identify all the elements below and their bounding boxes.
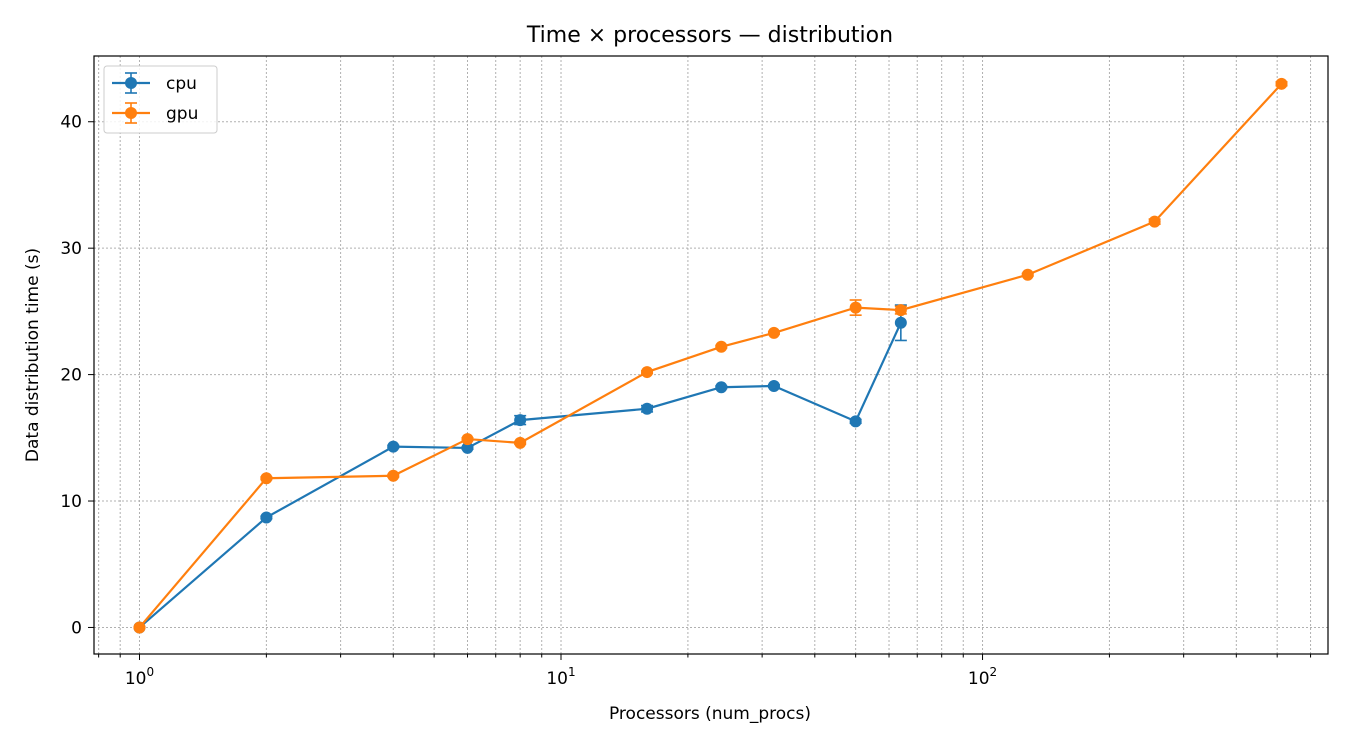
x-axis-label: Processors (num_procs)	[609, 704, 811, 724]
series-layer	[133, 77, 1288, 634]
data-point-gpu	[260, 472, 273, 485]
data-point-gpu	[1021, 268, 1034, 281]
data-point-cpu	[641, 402, 654, 415]
data-point-gpu	[849, 301, 862, 314]
data-point-cpu	[849, 415, 862, 428]
y-tick-label: 10	[60, 492, 82, 512]
y-tick-label: 40	[60, 113, 82, 133]
x-tick-label: 101	[546, 665, 575, 689]
data-point-gpu	[387, 469, 400, 482]
data-point-gpu	[767, 326, 780, 339]
data-point-gpu	[641, 366, 654, 379]
legend-box	[103, 65, 218, 134]
chart-title: Time × processors — distribution	[526, 23, 893, 48]
y-tick-label: 0	[71, 618, 82, 638]
data-point-gpu	[514, 436, 527, 449]
y-axis-label: Data distribution time (s)	[23, 248, 43, 462]
axis-ticks: 0 10 20 30 40 100 101 102	[60, 113, 1312, 689]
y-tick-label: 20	[60, 366, 82, 386]
data-point-cpu	[461, 441, 474, 454]
series-gpu	[133, 77, 1288, 634]
legend-label-gpu: gpu	[166, 104, 198, 124]
series-line-gpu	[138, 83, 1283, 629]
data-point-gpu	[133, 621, 146, 634]
data-point-cpu	[894, 316, 907, 329]
data-point-gpu	[1148, 215, 1161, 228]
data-point-gpu	[715, 340, 728, 353]
x-tick-label: 100	[125, 665, 154, 689]
data-point-gpu	[1275, 77, 1288, 90]
legend: cpu gpu	[103, 65, 218, 134]
data-point-cpu	[715, 381, 728, 394]
series-line-cpu	[138, 322, 902, 629]
data-point-cpu	[514, 414, 527, 427]
legend-label-cpu: cpu	[166, 74, 197, 94]
data-point-gpu	[894, 304, 907, 317]
legend-marker	[125, 107, 137, 119]
x-tick-label: 102	[968, 665, 997, 689]
data-point-gpu	[461, 433, 474, 446]
grid	[94, 56, 1328, 654]
legend-marker	[125, 77, 137, 89]
plot-area	[93, 55, 1329, 655]
data-point-cpu	[767, 379, 780, 392]
data-point-cpu	[387, 440, 400, 453]
y-tick-label: 30	[60, 239, 82, 259]
data-point-cpu	[260, 511, 273, 524]
